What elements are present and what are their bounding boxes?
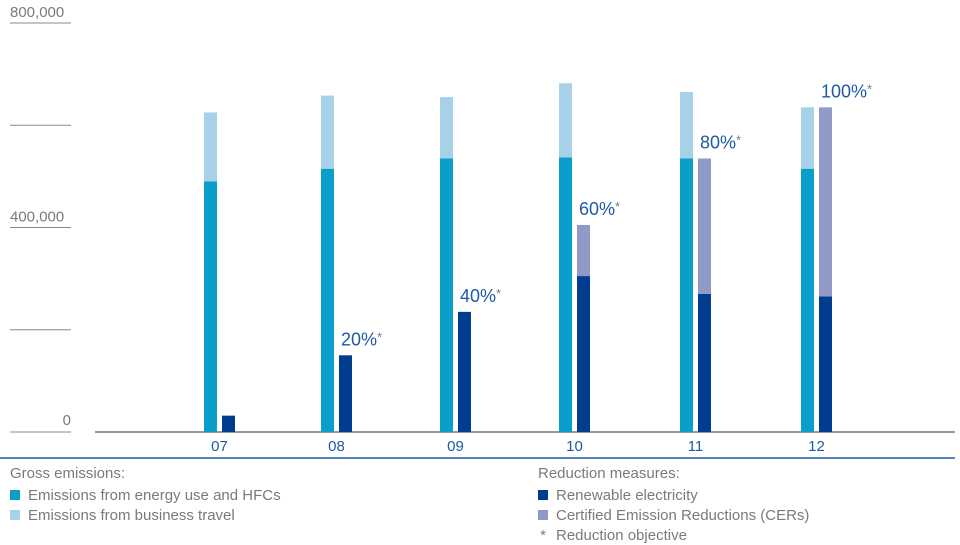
legend-label-cer: Certified Emission Reductions (CERs) xyxy=(556,506,810,524)
legend-item-note: * Reduction objective xyxy=(538,525,809,545)
legend-reduction: Reduction measures: Renewable electricit… xyxy=(538,465,809,545)
bar-cer-12 xyxy=(819,107,832,297)
legend-swatch-renewable xyxy=(538,490,548,500)
reduction-label-10: 60%* xyxy=(579,199,620,219)
reduction-label-11: 80%* xyxy=(700,132,741,152)
bar-travel-08 xyxy=(321,95,334,169)
bar-renewable-10 xyxy=(577,276,590,432)
y-tick-label-2: 0 xyxy=(63,412,71,429)
bar-travel-09 xyxy=(440,97,453,159)
bar-renewable-08 xyxy=(339,355,352,432)
x-tick-label-09: 09 xyxy=(447,438,464,455)
reduction-label-12: 100%* xyxy=(821,81,872,101)
x-tick-label-11: 11 xyxy=(688,438,704,455)
bar-energy-08 xyxy=(321,168,334,433)
legend-item-renewable: Renewable electricity xyxy=(538,485,809,505)
x-tick-label-07: 07 xyxy=(211,438,228,455)
reduction-label-08: 20%* xyxy=(341,329,382,349)
legend-note-symbol: * xyxy=(540,526,546,544)
legend-item-travel: Emissions from business travel xyxy=(10,505,281,525)
bar-travel-11 xyxy=(680,92,693,159)
legend-swatch-travel xyxy=(10,510,20,520)
bar-energy-10 xyxy=(559,157,572,433)
legend-gross-title: Gross emissions: xyxy=(10,465,126,482)
legend-note-text: Reduction objective xyxy=(556,526,687,544)
legend-reduction-title: Reduction measures: xyxy=(538,465,680,482)
emissions-chart: 800,000 400,000 0 07 08 09 10 11 12 20%* 40%* 60%* 8… xyxy=(0,4,955,459)
y-tick-label-1: 400,000 xyxy=(10,209,64,226)
bar-energy-11 xyxy=(680,158,693,432)
bar-energy-12 xyxy=(801,168,814,433)
x-tick-label-12: 12 xyxy=(808,438,825,455)
bar-travel-12 xyxy=(801,107,814,169)
legend-label-travel: Emissions from business travel xyxy=(28,506,235,524)
bar-cer-10 xyxy=(577,224,590,277)
bar-renewable-09 xyxy=(458,311,471,432)
legend-item-cer: Certified Emission Reductions (CERs) xyxy=(538,505,809,525)
x-tick-label-08: 08 xyxy=(328,438,345,455)
y-tick-label-0: 800,000 xyxy=(10,4,64,21)
bar-energy-09 xyxy=(440,158,453,432)
legend-item-energy: Emissions from energy use and HFCs xyxy=(10,485,281,505)
bar-cer-11 xyxy=(698,158,711,294)
x-tick-label-10: 10 xyxy=(566,438,583,455)
legend-label-energy: Emissions from energy use and HFCs xyxy=(28,486,281,504)
bar-travel-10 xyxy=(559,83,572,158)
bar-travel-07 xyxy=(204,112,217,182)
bar-energy-07 xyxy=(204,181,217,432)
bar-renewable-07 xyxy=(222,415,235,432)
legend-gross: Gross emissions: Emissions from energy u… xyxy=(10,465,281,525)
legend-swatch-cer xyxy=(538,510,548,520)
legend-label-renewable: Renewable electricity xyxy=(556,486,698,504)
legend-swatch-energy xyxy=(10,490,20,500)
bar-renewable-12 xyxy=(819,296,832,432)
reduction-label-09: 40%* xyxy=(460,286,501,306)
bar-renewable-11 xyxy=(698,293,711,432)
